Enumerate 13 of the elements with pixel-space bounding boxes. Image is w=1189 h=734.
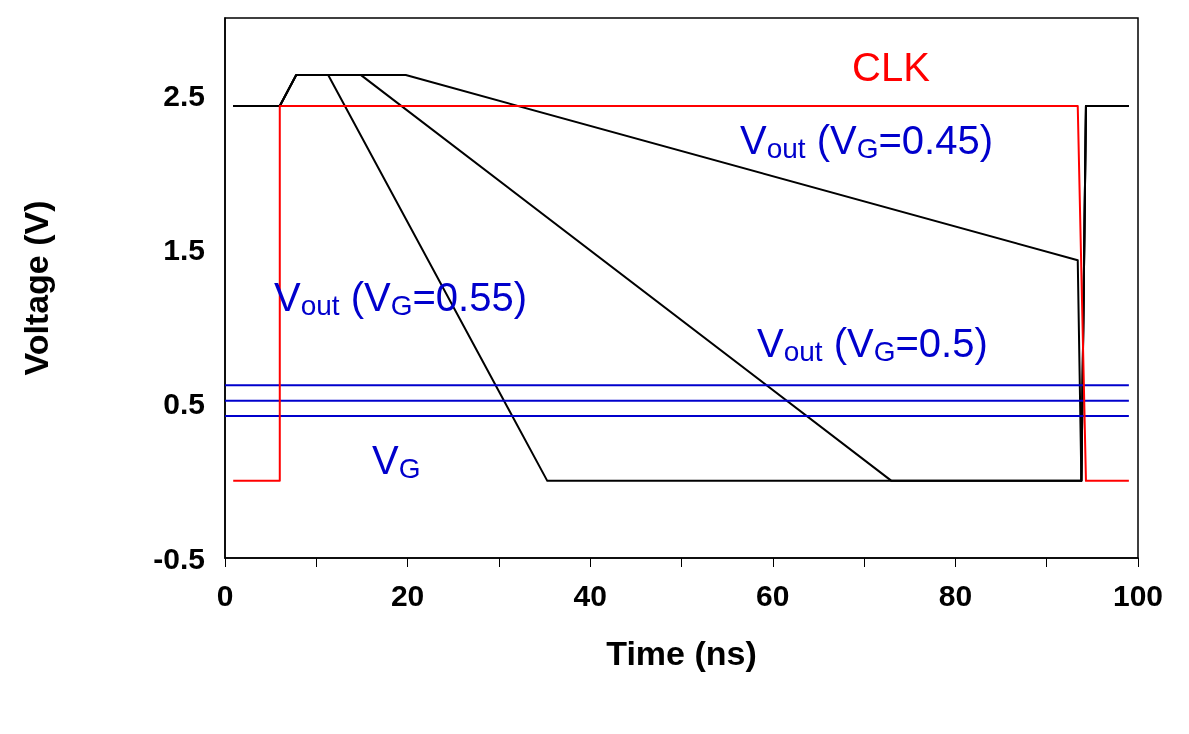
y-tick-label: 2.5 xyxy=(163,78,205,112)
x-tick-label: 80 xyxy=(938,578,973,612)
x-tick-label: 0 xyxy=(216,578,234,612)
x-tick-label: 20 xyxy=(390,578,425,612)
y-tick-label: -0.5 xyxy=(153,541,205,575)
annotation: CLK xyxy=(852,45,931,89)
x-tick-label: 100 xyxy=(1112,578,1164,612)
x-axis-title: Time (ns) xyxy=(606,634,757,672)
y-axis-title: Voltage (V) xyxy=(17,200,55,376)
x-tick-label: 60 xyxy=(756,578,790,612)
y-tick-label: 0.5 xyxy=(163,387,205,421)
y-tick-label: 1.5 xyxy=(163,232,205,266)
x-tick-label: 40 xyxy=(573,578,607,612)
